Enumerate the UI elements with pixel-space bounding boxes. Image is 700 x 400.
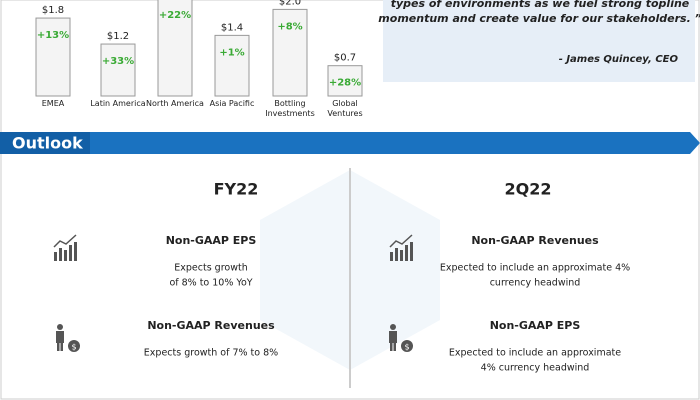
- item-heading: Non-GAAP EPS: [166, 234, 257, 247]
- category-label: EMEA: [41, 99, 65, 108]
- value-label: $1.4: [221, 22, 243, 33]
- growth-label: +22%: [159, 10, 191, 21]
- bar: [214, 34, 250, 97]
- svg-text:$: $: [404, 343, 409, 352]
- quote-box: [383, 0, 695, 82]
- svg-text:$: $: [71, 343, 76, 352]
- category-label: Bottling Investments: [265, 99, 315, 118]
- outlook-title: Outlook: [12, 134, 83, 153]
- growth-label: +33%: [102, 56, 134, 67]
- item-text: of 8% to 10% YoY: [169, 278, 252, 289]
- column-title: 2Q22: [505, 180, 552, 199]
- quote-line: types of environments as we fuel strong …: [391, 0, 690, 10]
- bar: [157, 0, 193, 97]
- bar: [272, 8, 308, 97]
- category-label: North America: [146, 99, 204, 108]
- item-text: Expected to include an approximate 4%: [440, 263, 630, 274]
- value-label: $2.0: [279, 0, 301, 7]
- category-label: Global Ventures: [327, 99, 363, 118]
- item-heading: Non-GAAP Revenues: [147, 319, 275, 332]
- outlook-tab: [0, 132, 90, 154]
- item-text: Expects growth of 7% to 8%: [144, 348, 278, 359]
- bar: [35, 17, 71, 97]
- item-heading: Non-GAAP Revenues: [471, 234, 599, 247]
- category-label: Latin America: [90, 99, 146, 108]
- money-icon: $: [56, 324, 80, 352]
- value-label: $1.2: [107, 31, 129, 42]
- money-icon: $: [389, 324, 413, 352]
- quote-line: momentum and create value for our stakeh…: [378, 12, 700, 25]
- growth-label: +1%: [219, 47, 244, 58]
- outlook-band: [0, 132, 700, 154]
- item-heading: Non-GAAP EPS: [490, 319, 581, 332]
- item-text: 4% currency headwind: [481, 363, 590, 374]
- bar: [100, 43, 136, 97]
- bar: [327, 65, 363, 97]
- category-label: Asia Pacific: [209, 99, 255, 108]
- quote-author: - James Quincey, CEO: [559, 54, 679, 65]
- item-text: currency headwind: [490, 278, 581, 289]
- growth-icon: [53, 234, 77, 261]
- value-label: $0.7: [334, 53, 356, 64]
- item-text: Expects growth: [174, 263, 247, 274]
- growth-label: +28%: [329, 78, 361, 89]
- growth-label: +13%: [37, 30, 69, 41]
- growth-label: +8%: [277, 21, 302, 32]
- item-text: Expected to include an approximate: [449, 348, 621, 359]
- value-label: $1.8: [42, 5, 64, 16]
- column-title: FY22: [214, 180, 259, 199]
- growth-icon: [389, 234, 413, 261]
